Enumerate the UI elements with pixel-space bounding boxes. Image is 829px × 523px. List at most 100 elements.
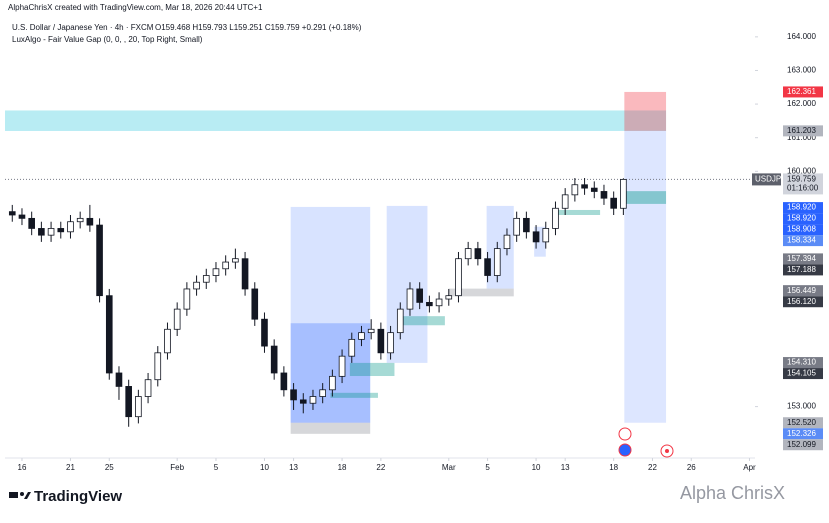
zone [290, 422, 371, 434]
candle-body [581, 184, 588, 189]
axes: 16 21 25 Feb 5 10 13 18 22 Mar 5 10 13 18 22 26 Apr 164.0… [18, 32, 823, 472]
price-label-box [783, 264, 823, 276]
candle-body [367, 328, 375, 334]
candle-body [552, 207, 559, 229]
x-tick-label: 5 [485, 463, 490, 472]
credit: AlphaChrisX created with TradingView.com… [8, 3, 263, 12]
countdown: 01:16:00 [787, 184, 819, 193]
candle-body [222, 261, 229, 270]
candle-body [387, 332, 394, 354]
candle-body [329, 375, 336, 391]
price-label: 157.188 [787, 265, 816, 274]
candle-body [532, 231, 540, 243]
candle-body [67, 221, 74, 233]
price-label: 158.334 [787, 236, 816, 245]
price-label-box [783, 368, 823, 380]
price-label: 158.920 [787, 214, 816, 223]
candle-body [338, 355, 346, 377]
price-label: 154.105 [787, 369, 816, 378]
x-tick-label: 10 [532, 463, 541, 472]
symbol-box [752, 173, 781, 186]
watermark: Alpha ChrisX [680, 483, 785, 503]
candle-body [96, 224, 103, 297]
logo-shape [9, 492, 18, 498]
candle-body [86, 217, 94, 226]
candle-body [202, 275, 210, 283]
x-tick-label: Feb [170, 463, 184, 472]
x-tick-label: 16 [18, 463, 27, 472]
x-tick-label: 22 [648, 463, 657, 472]
price-label-box [783, 224, 823, 236]
event-icon[interactable] [618, 427, 632, 441]
candle-body [28, 217, 35, 229]
x-tick-label: 26 [687, 463, 696, 472]
zone [290, 323, 371, 423]
event-icon[interactable] [618, 443, 632, 457]
price-label: 158.920 [787, 203, 816, 212]
candle-body [47, 228, 55, 236]
last-price-label: 159.759 [787, 175, 816, 184]
x-tick-label: 13 [289, 463, 298, 472]
candle-body [154, 352, 162, 381]
candle-body [620, 179, 627, 209]
price-label: 157.394 [787, 254, 816, 263]
zone [624, 130, 667, 423]
zone [554, 209, 601, 215]
price-label-box [783, 125, 823, 137]
candle-body [455, 258, 462, 297]
candle-body [270, 345, 278, 374]
price-label-box [783, 86, 823, 98]
zone [330, 392, 378, 398]
y-tick-label: 160.000 [787, 166, 816, 175]
price-label: 158.908 [787, 225, 816, 234]
zone [349, 362, 395, 377]
candle-body [474, 248, 482, 260]
price-label: 156.449 [787, 286, 816, 295]
candle-body [261, 318, 268, 347]
candle-body [561, 194, 569, 209]
candle-body [406, 288, 414, 310]
y-tick-label: 161.000 [787, 133, 816, 142]
price-label-box [783, 235, 823, 247]
candle-body [590, 187, 598, 192]
candle-body [18, 214, 26, 219]
candle-body [125, 386, 132, 418]
price-label-box [783, 253, 823, 265]
x-tick-label: 10 [260, 463, 269, 472]
candle-body [610, 197, 617, 209]
zone [448, 288, 514, 297]
price-label: 156.120 [787, 297, 816, 306]
x-tick-label: 18 [338, 463, 347, 472]
price-label-box [783, 202, 823, 214]
candle-body [38, 228, 45, 236]
price-label: 152.520 [787, 418, 816, 427]
candle-body [232, 258, 239, 263]
candle-body [493, 248, 501, 276]
price-label-box [783, 428, 823, 440]
price-label: 152.326 [787, 429, 816, 438]
candle-body [290, 389, 297, 401]
candle-body [241, 258, 249, 290]
candle-body [503, 234, 511, 250]
zone [624, 91, 667, 131]
candles [5, 178, 755, 427]
candle-body [523, 217, 530, 233]
candle-body [251, 288, 259, 320]
candle-body [164, 328, 171, 354]
x-tick-label: Mar [442, 463, 456, 472]
brand: TradingView [34, 488, 122, 505]
candle-body [513, 217, 520, 236]
indicator-name: LuxAlgo - Fair Value Gap (0, 0, , 20, To… [12, 35, 203, 44]
candle-body [416, 288, 423, 303]
price-label-box [783, 417, 823, 429]
ohlc-text: O159.468 H159.793 L159.251 C159.759 +0.2… [155, 23, 362, 32]
candle-body [435, 298, 443, 307]
candle-body [348, 338, 356, 357]
candle-body [57, 228, 65, 233]
candle-body [193, 281, 200, 290]
x-tick-label: Apr [743, 463, 756, 472]
zone [624, 191, 667, 204]
price-label: 152.099 [787, 440, 816, 449]
candle-body [445, 295, 453, 300]
